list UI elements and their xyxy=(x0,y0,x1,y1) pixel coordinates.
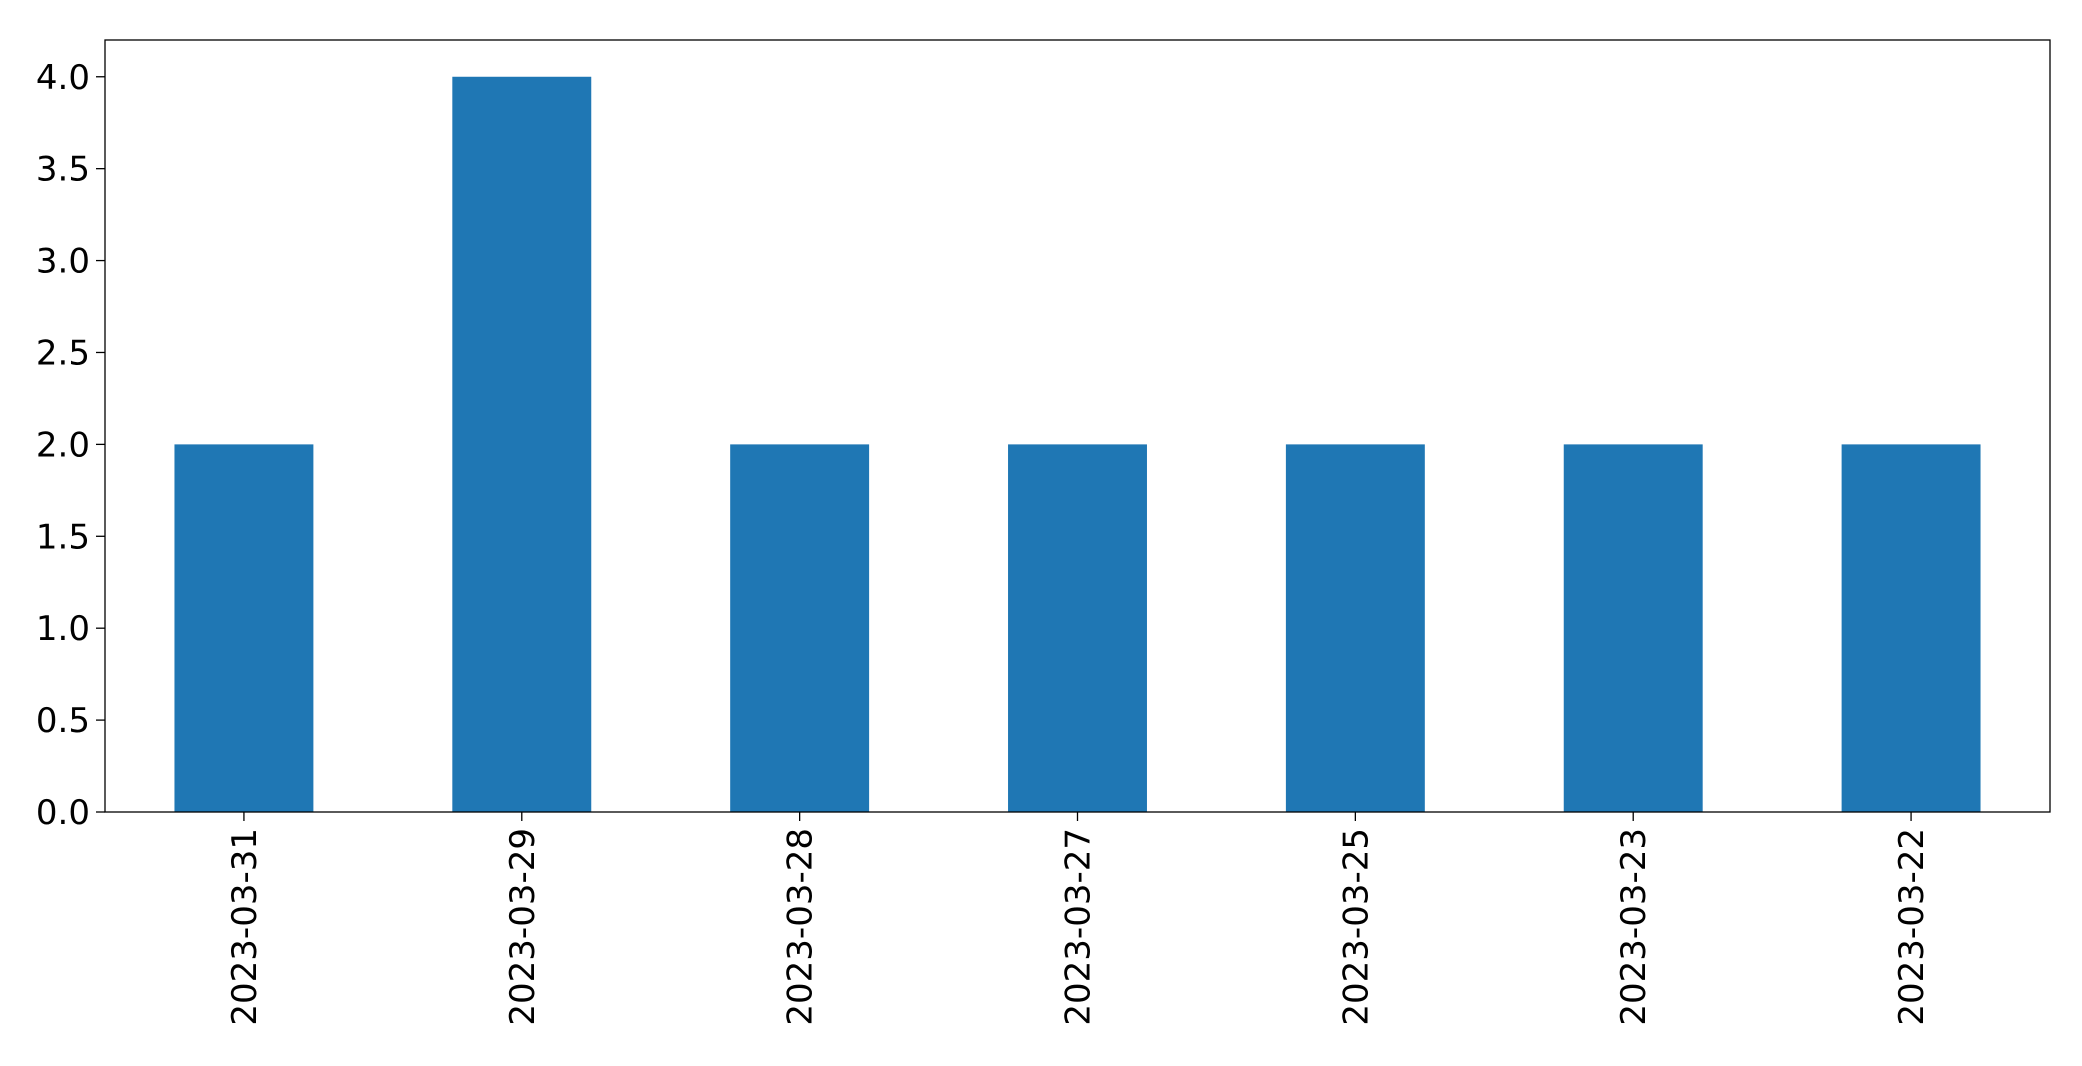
x-tick-label: 2023-03-23 xyxy=(1614,828,1654,1026)
x-tick-label: 2023-03-22 xyxy=(1892,828,1932,1026)
y-tick-label: 1.5 xyxy=(36,517,90,557)
bar-2023-03-27 xyxy=(1008,444,1147,812)
y-tick-label: 0.0 xyxy=(36,793,90,833)
bar-2023-03-29 xyxy=(452,76,592,812)
x-tick-label: 2023-03-31 xyxy=(225,828,265,1026)
y-axis: 0.0 0.5 1.0 1.5 2.0 2.5 3.0 3.5 4.0 xyxy=(36,58,105,833)
y-tick-label: 3.0 xyxy=(36,242,90,282)
x-tick-label: 2023-03-27 xyxy=(1059,828,1099,1026)
plot-frame xyxy=(104,39,2051,813)
bar-2023-03-25 xyxy=(1285,444,1425,812)
x-tick-label: 2023-03-29 xyxy=(503,828,543,1026)
y-tick-label: 0.5 xyxy=(36,701,90,741)
y-tick-label: 1.0 xyxy=(36,609,90,649)
x-tick-label: 2023-03-25 xyxy=(1336,828,1376,1026)
bar-2023-03-31 xyxy=(174,444,314,812)
bars-layer xyxy=(174,76,1981,812)
y-tick-label: 4.0 xyxy=(36,58,90,98)
y-tick-label: 2.5 xyxy=(36,333,90,373)
y-tick-label: 2.0 xyxy=(36,425,90,465)
x-axis: 2023-03-31 2023-03-29 2023-03-28 2023-03-27… xyxy=(225,812,1932,1026)
bar-2023-03-23 xyxy=(1563,444,1703,812)
y-tick-label: 3.5 xyxy=(36,150,90,190)
bar-2023-03-28 xyxy=(730,444,870,812)
x-tick-label: 2023-03-28 xyxy=(781,828,821,1026)
bar-2023-03-22 xyxy=(1841,444,1981,812)
